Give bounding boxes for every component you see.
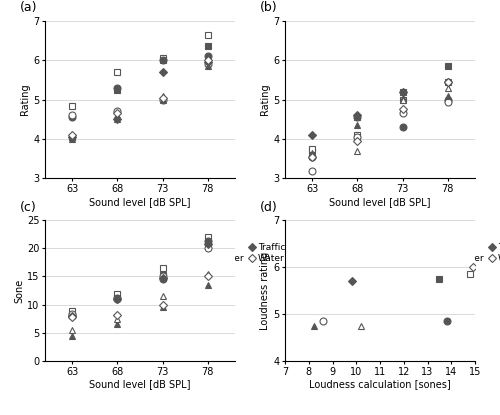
Text: (d): (d)	[260, 201, 278, 214]
Text: (b): (b)	[260, 1, 278, 15]
Y-axis label: Rating: Rating	[20, 84, 30, 115]
Text: (c): (c)	[20, 201, 37, 214]
Y-axis label: Rating: Rating	[260, 84, 270, 115]
Y-axis label: Sone: Sone	[14, 278, 24, 303]
Legend: Documents, Newspaper, Cutlery, Porcelain, Power drill, Electric mixer, Traffic, : Documents, Newspaper, Cutlery, Porcelain…	[290, 243, 500, 263]
Y-axis label: Loudness rating: Loudness rating	[260, 251, 270, 330]
Legend: Documents, Newspaper, Cutlery, Porcelain, Power drill, Electric mixer, Traffic, : Documents, Newspaper, Cutlery, Porcelain…	[50, 243, 286, 263]
X-axis label: Sound level [dB SPL]: Sound level [dB SPL]	[89, 379, 191, 389]
X-axis label: Sound level [dB SPL]: Sound level [dB SPL]	[89, 197, 191, 207]
Text: (a): (a)	[20, 1, 38, 15]
X-axis label: Sound level [dB SPL]: Sound level [dB SPL]	[329, 197, 431, 207]
X-axis label: Loudness calculation [sones]: Loudness calculation [sones]	[309, 379, 451, 389]
